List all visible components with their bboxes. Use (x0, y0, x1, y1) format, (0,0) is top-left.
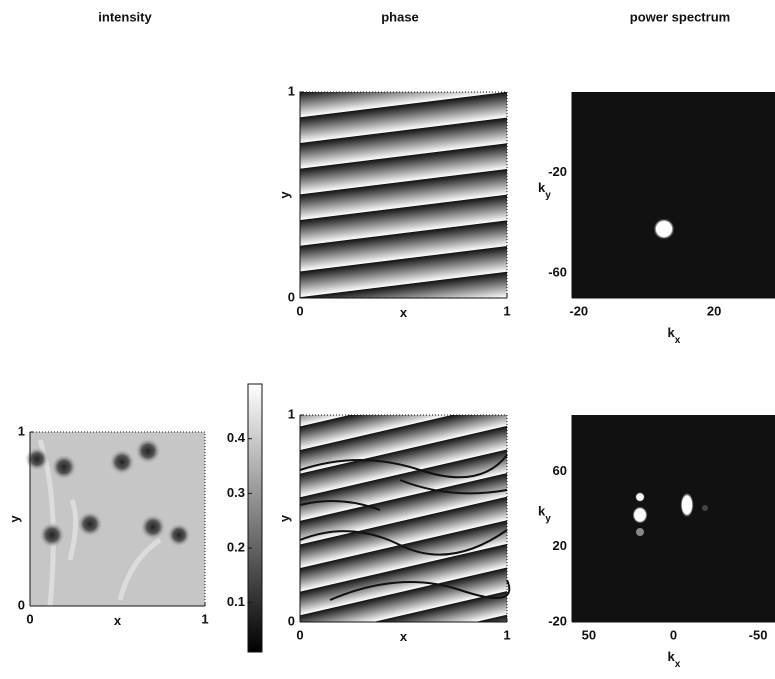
y-tick-label: 1 (288, 83, 295, 98)
ylabel-label: y (277, 514, 292, 522)
y-tick-label: -60 (548, 264, 567, 279)
xlabel-sub: x (675, 335, 681, 346)
phase-image-top (300, 92, 507, 298)
colorbar-tick-label: 0.1 (227, 594, 245, 609)
colorbar-tick-label: 0.3 (227, 485, 245, 500)
column-title: intensity (98, 9, 152, 24)
y-tick-label: 1 (288, 406, 295, 421)
x-tick-label: 1 (503, 303, 510, 318)
x-tick-label: 0 (296, 303, 303, 318)
x-tick-label: -20 (569, 303, 588, 318)
ylabel-label: y (7, 515, 22, 523)
xlabel-main: k (668, 325, 676, 340)
x-tick-label: 0 (26, 611, 33, 626)
intensity-image (25, 432, 205, 607)
xlabel-label: x (114, 613, 122, 628)
y-tick-label: -20 (548, 164, 567, 179)
y-tick-label: -20 (548, 613, 567, 628)
y-tick-label: 0 (288, 613, 295, 628)
x-tick-label: 0 (296, 627, 303, 642)
ylabel-sub: y (545, 190, 551, 201)
ylabel-main: k (538, 180, 546, 195)
colorbar-tick-label: 0.2 (227, 540, 245, 555)
y-tick-label: 20 (553, 538, 567, 553)
x-tick-label: 20 (707, 303, 721, 318)
ylabel-label: ky (538, 504, 551, 524)
power-image-top (572, 92, 775, 298)
xlabel-main: k (668, 649, 676, 664)
xlabel-sub: x (675, 659, 681, 670)
ylabel-main: y (277, 191, 292, 199)
column-title: phase (381, 9, 419, 24)
y-tick-label: 0 (288, 289, 295, 304)
column-title: power spectrum (630, 9, 730, 24)
ylabel-main: y (7, 515, 22, 523)
x-tick-label: 1 (201, 611, 208, 626)
ylabel-label: y (277, 191, 292, 199)
y-tick-label: 60 (553, 463, 567, 478)
power-image-bottom (572, 415, 775, 622)
xlabel-label: x (400, 629, 408, 644)
axes-frame (29, 431, 206, 607)
ylabel-main: y (277, 514, 292, 522)
ylabel-main: k (538, 504, 546, 519)
y-tick-label: 1 (18, 423, 25, 438)
x-tick-label: 50 (582, 627, 596, 642)
xlabel-main: x (400, 305, 408, 320)
colorbar (247, 383, 263, 653)
ylabel-label: ky (538, 180, 551, 200)
ylabel-sub: y (545, 513, 551, 524)
y-tick-label: 0 (18, 597, 25, 612)
xlabel-label: kx (668, 649, 681, 669)
xlabel-label: kx (668, 325, 681, 345)
x-tick-label: 0 (670, 627, 677, 642)
xlabel-main: x (400, 629, 408, 644)
x-tick-label: -50 (749, 627, 768, 642)
colorbar-tick-label: 0.4 (227, 430, 246, 445)
phase-image-bottom (299, 415, 511, 622)
xlabel-label: x (400, 305, 408, 320)
x-tick-label: 1 (503, 627, 510, 642)
xlabel-main: x (114, 613, 122, 628)
